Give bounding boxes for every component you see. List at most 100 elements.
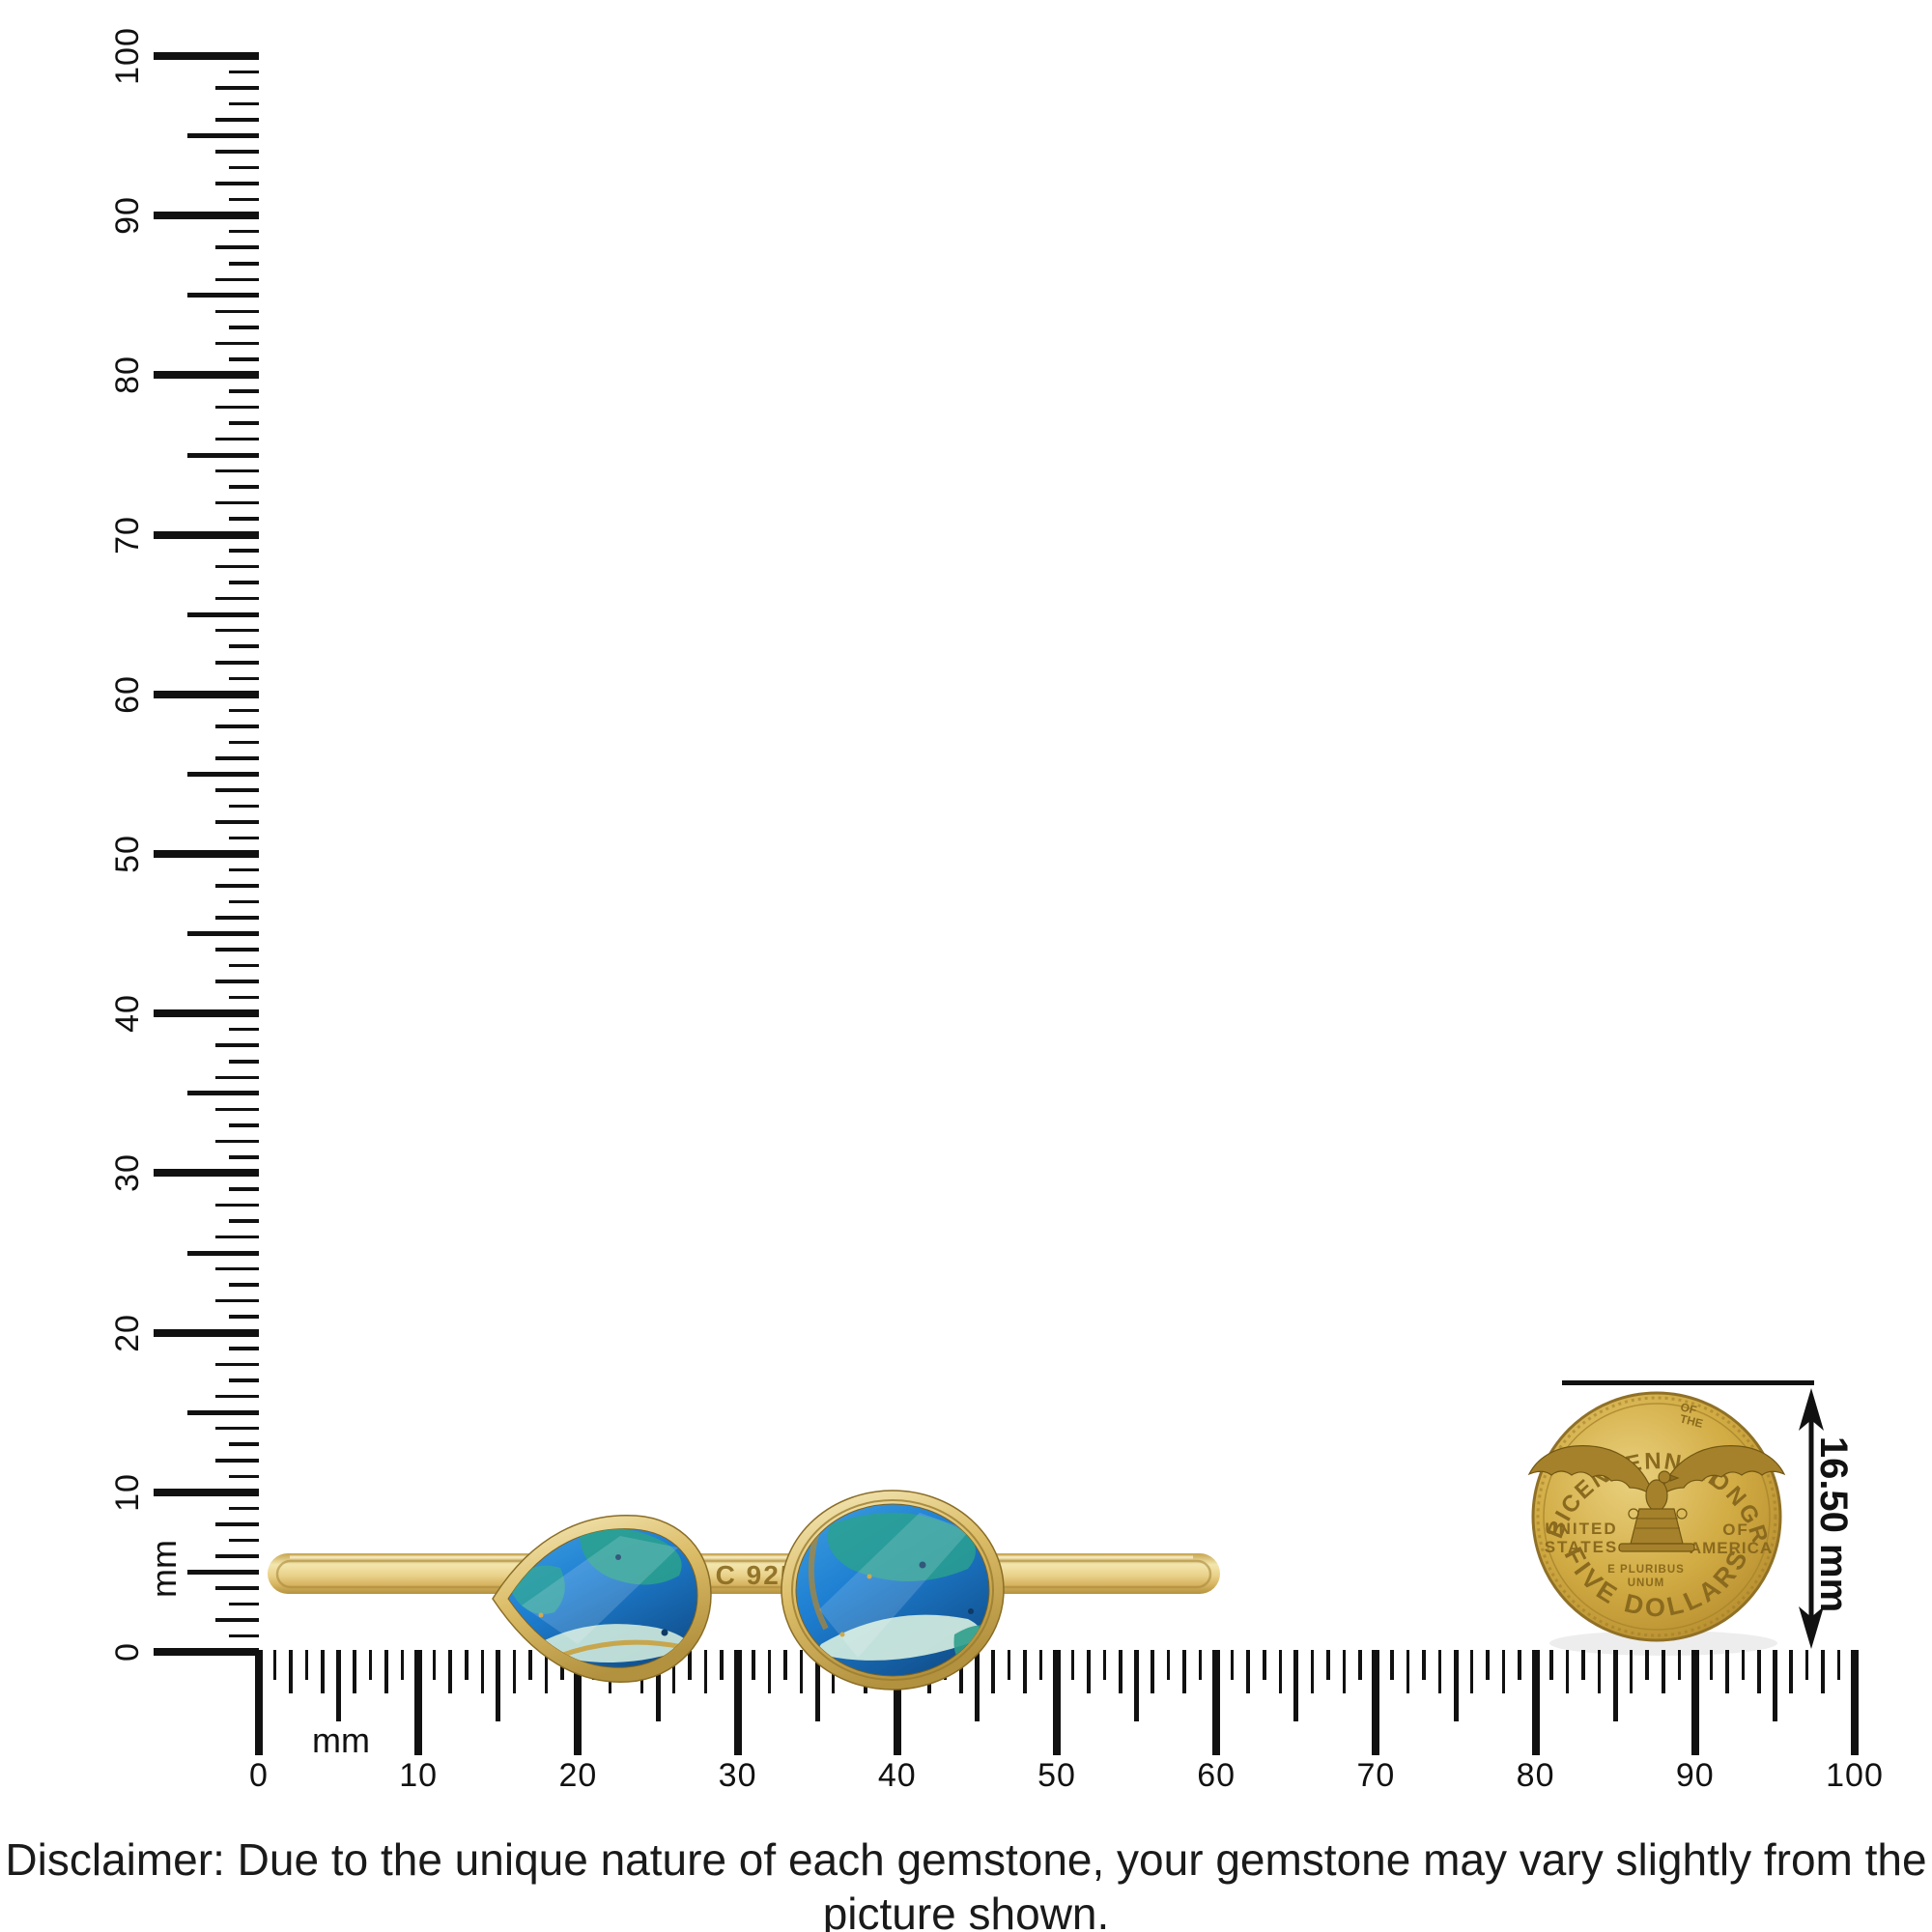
ruler-number: 20: [109, 1313, 146, 1352]
ruler-tick: [1789, 1650, 1793, 1693]
ruler-tick: [1486, 1650, 1490, 1680]
dimension-label: 16.50 mm: [1812, 1436, 1855, 1612]
coin-text-states: STATES: [1545, 1538, 1619, 1556]
ruler-tick: [215, 916, 259, 920]
ruler-tick: [229, 1378, 259, 1382]
ruler-tick: [229, 1315, 259, 1319]
ruler-tick: [229, 1060, 259, 1064]
ruler-tick: [1358, 1650, 1362, 1680]
ruler-tick: [187, 452, 259, 458]
gemstone-left: [492, 1514, 712, 1683]
ruler-tick: [321, 1650, 325, 1693]
ruler-tick: [1087, 1650, 1091, 1693]
ruler-tick: [229, 995, 259, 1000]
ruler-tick: [215, 756, 259, 760]
ruler-tick: [215, 596, 259, 601]
ruler-tick: [187, 1409, 259, 1415]
ruler-tick: [1053, 1650, 1061, 1755]
ruler-tick: [215, 884, 259, 888]
ruler-number: 70: [109, 515, 146, 554]
ruler-tick: [512, 1650, 517, 1693]
ruler-tick: [215, 1394, 259, 1399]
gemstone-right: [781, 1490, 1005, 1690]
ruler-tick: [229, 740, 259, 745]
ruler-tick: [1310, 1650, 1315, 1693]
ruler-tick: [1422, 1650, 1426, 1680]
ruler-tick: [229, 836, 259, 840]
ruler-tick: [1278, 1650, 1283, 1693]
ruler-tick: [229, 1602, 259, 1606]
ruler-tick: [432, 1650, 437, 1680]
ruler-tick: [154, 371, 259, 380]
ruler-tick: [215, 628, 259, 633]
svg-text:CONGRESS: CONGRESS: [0, 0, 1771, 1548]
ruler-tick: [1246, 1650, 1250, 1693]
ruler-tick: [215, 788, 259, 792]
ruler-tick: [688, 1650, 692, 1680]
ruler-tick: [229, 1219, 259, 1223]
ruler-tick: [154, 850, 259, 858]
ruler-tick: [1151, 1650, 1154, 1693]
ruler-tick: [215, 948, 259, 952]
ruler-tick: [215, 1139, 259, 1144]
ruler-tick: [1549, 1650, 1553, 1680]
ruler-tick: [1070, 1650, 1075, 1680]
ruler-tick: [893, 1650, 901, 1755]
ruler-tick: [1023, 1650, 1027, 1693]
ruler-tick: [187, 1569, 259, 1575]
ruler-tick: [187, 133, 259, 139]
ruler-tick: [289, 1650, 293, 1693]
ruler-tick: [1453, 1650, 1459, 1721]
ruler-tick: [215, 1075, 259, 1080]
ruler-tick: [187, 293, 259, 298]
ruler-tick: [229, 804, 259, 809]
ruler-number: 80: [109, 355, 146, 395]
ruler-tick: [1166, 1650, 1171, 1680]
ruler-number: 90: [109, 196, 146, 236]
ruler-tick: [991, 1650, 995, 1693]
ruler-tick: [215, 86, 259, 90]
ruler-tick: [414, 1650, 423, 1755]
ruler-tick: [215, 1586, 259, 1590]
ruler-tick: [1038, 1650, 1043, 1680]
ruler-number: 90: [1675, 1757, 1715, 1794]
ruler-tick: [544, 1650, 549, 1693]
ruler-tick: [1531, 1650, 1540, 1755]
ruler-tick: [154, 1488, 259, 1496]
ruler-tick: [448, 1650, 452, 1693]
ruler-tick: [215, 1522, 259, 1526]
ruler-tick: [671, 1650, 676, 1693]
ruler-tick: [229, 165, 259, 170]
ruler-tick: [400, 1650, 405, 1680]
coin-eagle: [1527, 1445, 1786, 1552]
ruler-number: 50: [1037, 1757, 1076, 1794]
ruler-tick: [959, 1650, 963, 1693]
ruler-number: 100: [1826, 1757, 1884, 1794]
ruler-tick: [154, 52, 259, 60]
ruler-tick: [1501, 1650, 1506, 1693]
ruler-tick: [229, 581, 259, 584]
disclaimer-text: Disclaimer: Due to the unique nature of …: [5, 1834, 1927, 1932]
ruler-tick: [703, 1650, 708, 1693]
ruler-tick: [1690, 1650, 1699, 1755]
ruler-tick: [1293, 1650, 1299, 1721]
dimension-annotation: 16.50 mm: [1562, 1380, 1855, 1649]
ruler-tick: [229, 197, 259, 202]
ruler-tick: [229, 1283, 259, 1287]
coin-text-the: THE: [1679, 1411, 1705, 1430]
coin-text-of-right: OF: [1722, 1520, 1749, 1539]
ruler-tick: [229, 326, 259, 329]
ruler-number: 80: [1516, 1757, 1555, 1794]
coin-and-dimension: BICENTENNIAL CONGRESS OF THE UNITED STAT…: [0, 0, 1855, 1656]
ruler-tick: [1198, 1650, 1203, 1680]
ruler-tick: [187, 611, 259, 617]
ruler-tick: [783, 1650, 787, 1680]
ruler-tick: [215, 182, 259, 185]
ruler-tick: [215, 1554, 259, 1558]
ruler-number: 10: [109, 1472, 146, 1512]
ruler-tick: [528, 1650, 532, 1680]
coin-image: BICENTENNIAL CONGRESS OF THE UNITED STAT…: [0, 0, 1786, 1656]
ruler-tick: [229, 389, 259, 393]
ruler-tick: [1772, 1650, 1777, 1721]
